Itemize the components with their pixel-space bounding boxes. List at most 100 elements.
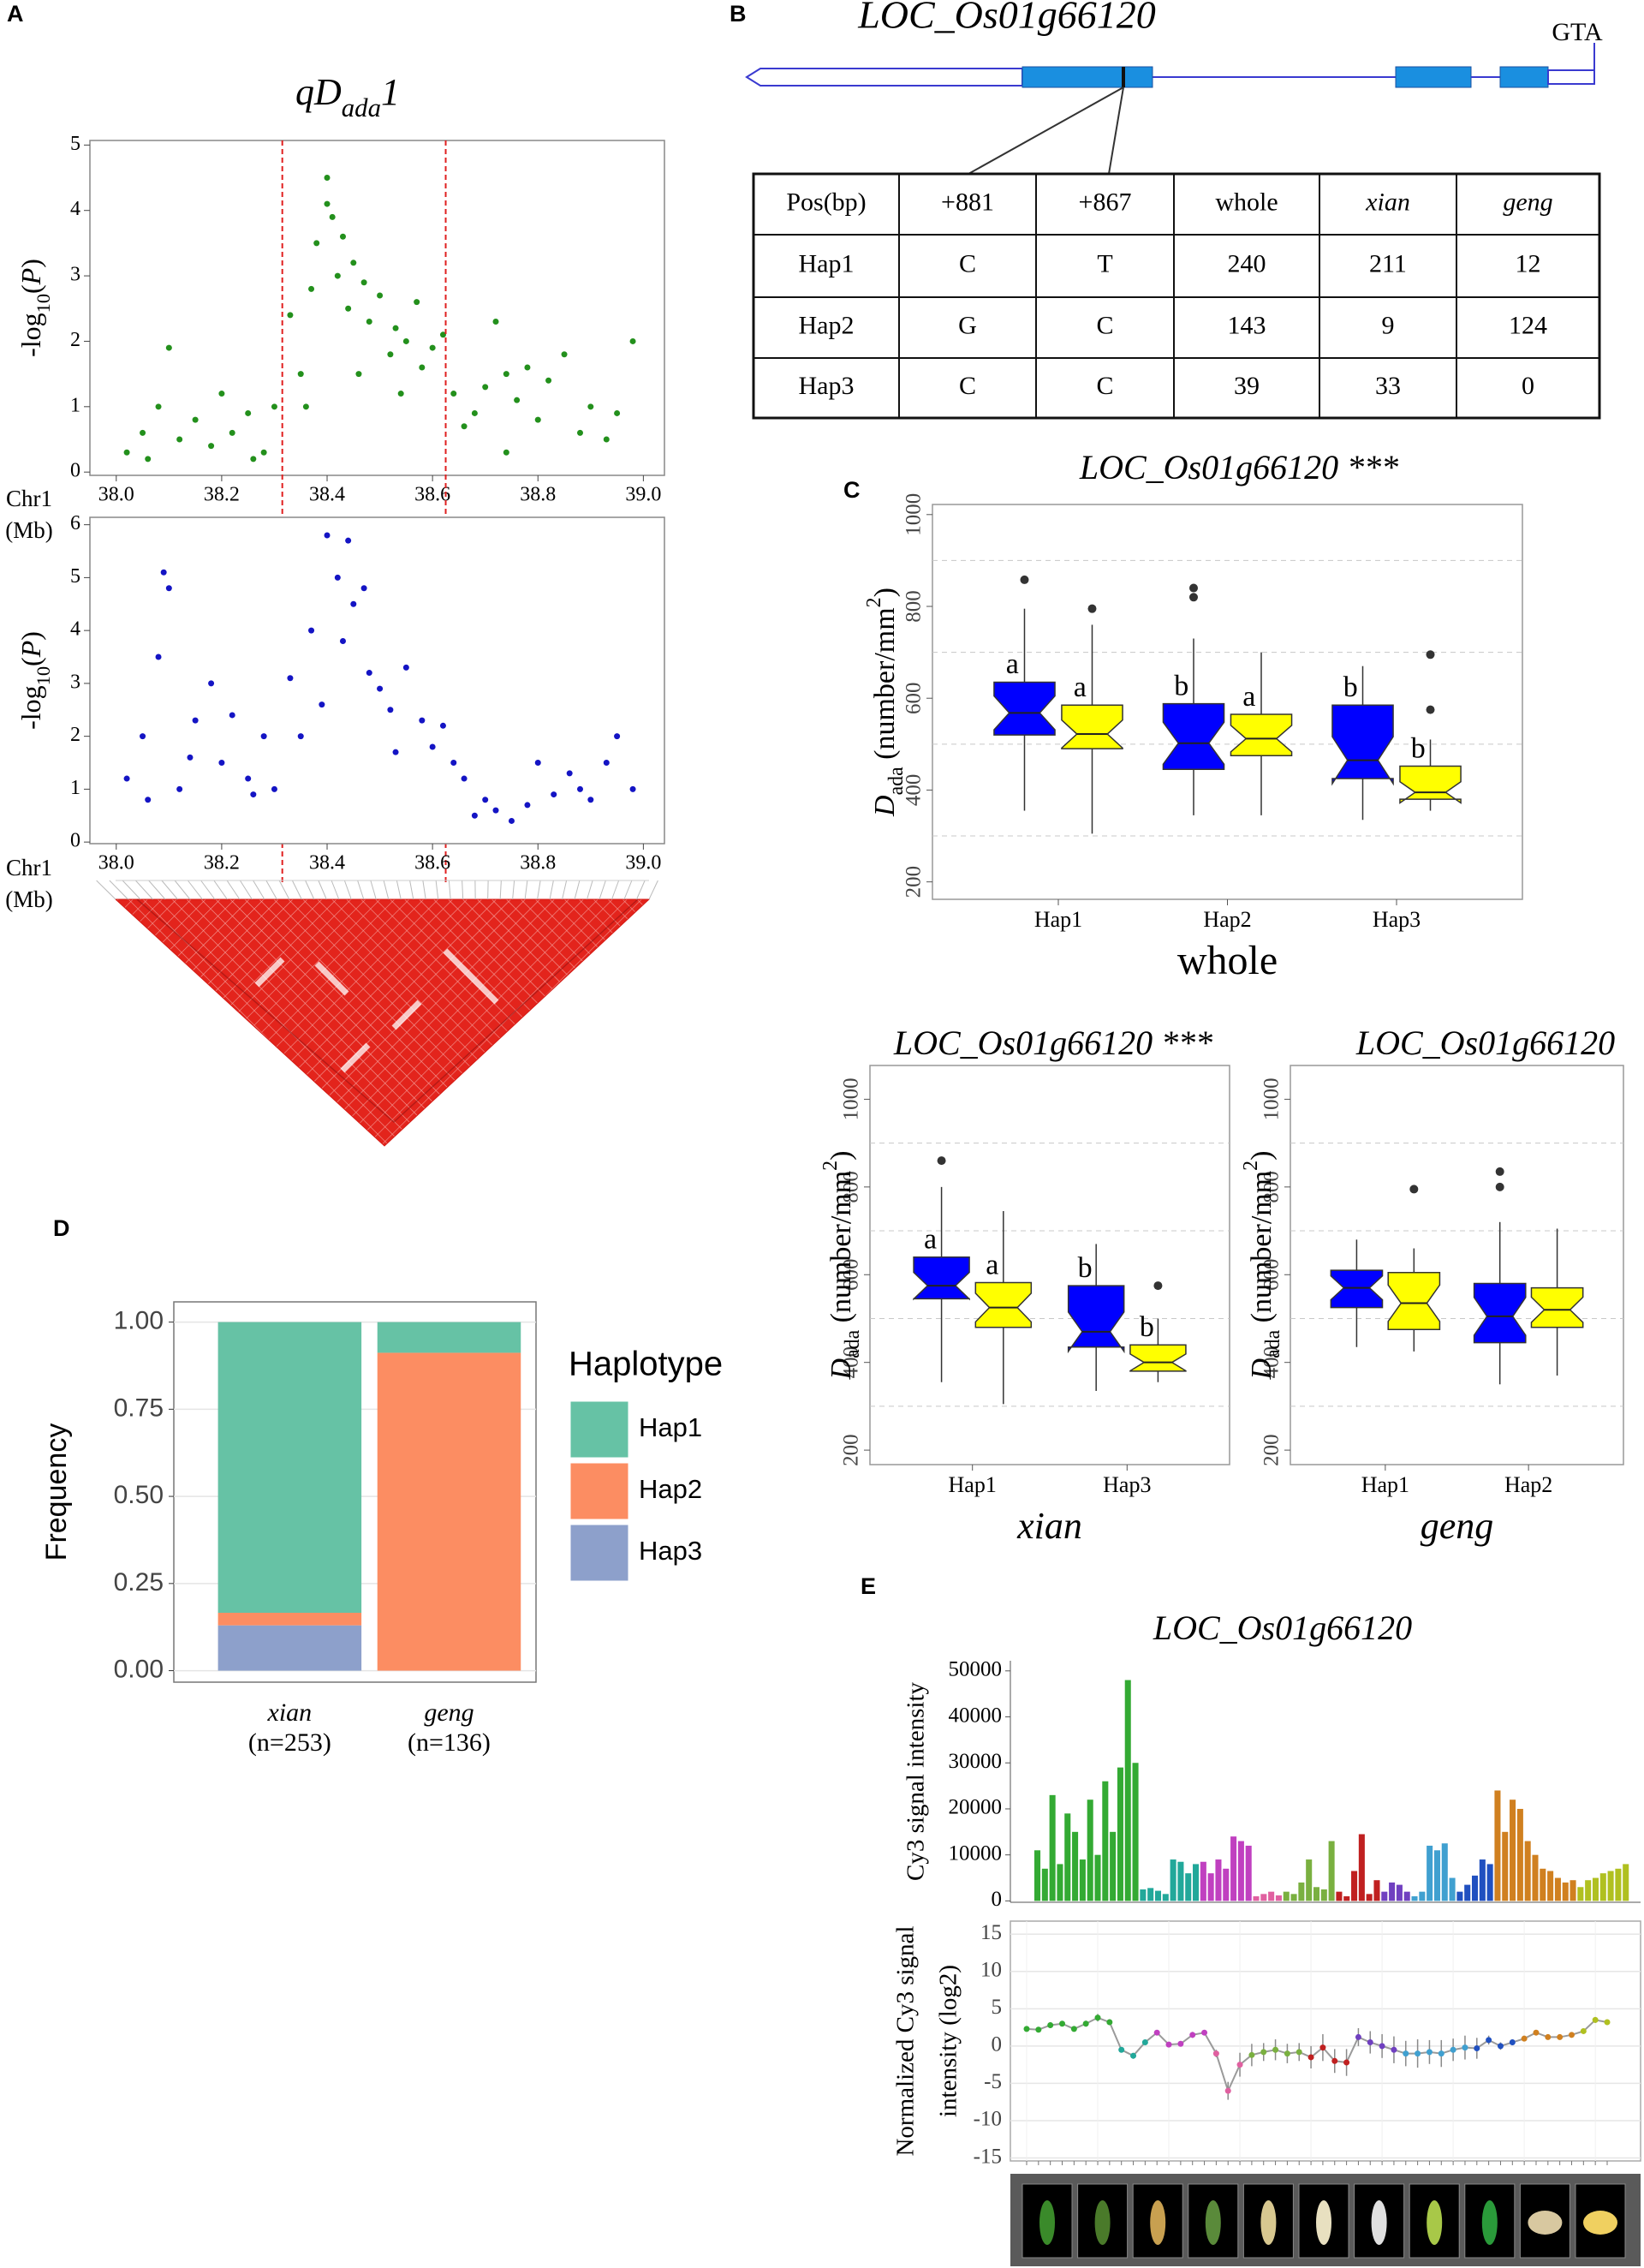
table-cell: 0	[1522, 372, 1534, 400]
outlier	[1087, 604, 1097, 613]
snp-point	[355, 371, 362, 378]
snp-connector	[370, 880, 377, 900]
y-axis-label: -log10(P)	[15, 631, 53, 730]
snp-point	[392, 749, 399, 755]
x-tick-label: Hap1	[1361, 1472, 1409, 1497]
point	[1153, 2029, 1160, 2036]
table-cell: 211	[1369, 249, 1407, 278]
y-tick-label: 600	[840, 1259, 863, 1292]
plot-frame	[89, 516, 665, 845]
snp-point	[329, 213, 336, 220]
snp-point	[324, 175, 331, 182]
gene-model: LOC_Os01g66120 GTA	[745, 0, 1603, 175]
table-cell: Hap3	[799, 372, 855, 400]
legend-key	[569, 1524, 629, 1582]
snp-connector	[305, 880, 315, 900]
snp-point	[587, 403, 594, 410]
snp-connector	[562, 880, 568, 900]
snp-connector	[109, 880, 128, 900]
bar	[1245, 1845, 1252, 1901]
snp-point	[287, 312, 294, 319]
y-axis-label-part: )	[15, 631, 46, 641]
ld-heatmap	[114, 898, 651, 1147]
y-axis-label-part: ada	[885, 767, 908, 795]
ld-outline	[136, 898, 639, 1124]
connector	[968, 87, 1124, 175]
significance-letter: a	[1074, 671, 1087, 703]
y-axis-label-part: D	[869, 795, 901, 817]
box	[1473, 1282, 1527, 1344]
snp-point	[345, 305, 352, 312]
snp-connector	[422, 880, 426, 900]
point	[1047, 2021, 1054, 2028]
significance-letter: a	[1006, 648, 1019, 680]
connector	[1108, 87, 1124, 175]
legend-key	[569, 1462, 629, 1520]
snp-point	[218, 391, 225, 397]
y-tick-label: 1.00	[114, 1307, 164, 1335]
bar	[1200, 1861, 1206, 1901]
y-tick-label: 3	[70, 264, 80, 286]
box	[1331, 704, 1394, 786]
table-cell: 124	[1509, 311, 1547, 339]
tissue-shape	[1528, 2211, 1563, 2235]
outlier	[1495, 1167, 1504, 1176]
snp-connector	[213, 880, 228, 900]
point	[1497, 2043, 1504, 2050]
point	[1189, 2032, 1196, 2038]
snp-point	[308, 285, 315, 292]
y-axis-label-part: P	[15, 268, 46, 286]
bar	[1072, 1831, 1079, 1901]
snp-point	[492, 319, 499, 325]
y-tick-label: 4	[70, 618, 80, 641]
y-tick-label: 0.00	[114, 1655, 164, 1683]
bar	[1313, 1887, 1320, 1901]
box	[974, 1281, 1033, 1328]
snp-connector	[122, 880, 141, 900]
snp-connector	[648, 880, 658, 900]
snp-connector	[278, 880, 290, 900]
snp-connector	[383, 880, 390, 900]
ld-block	[460, 965, 499, 1005]
snp-connector	[409, 880, 414, 900]
point	[1177, 2040, 1184, 2047]
y-tick-label: 3	[70, 671, 80, 693]
snp-point	[360, 279, 367, 286]
y-axis-label-part: 2	[1240, 1161, 1262, 1171]
point	[1118, 2046, 1125, 2053]
point	[1248, 2051, 1255, 2058]
snp-point	[397, 391, 404, 397]
bar	[1358, 1834, 1365, 1901]
snp-point	[297, 371, 304, 378]
snp-point	[377, 292, 384, 299]
bar	[1079, 1859, 1086, 1901]
point	[1260, 2049, 1267, 2056]
snp-connector	[253, 880, 265, 900]
y-axis-label-part: ada	[1262, 1329, 1284, 1358]
table-cell: T	[1097, 249, 1112, 278]
point	[1319, 2044, 1326, 2051]
box	[1067, 1285, 1125, 1354]
y-tick-label: 400	[1260, 1346, 1284, 1379]
point	[1391, 2046, 1397, 2053]
snp-connector	[318, 880, 327, 900]
y-tick-label: 15	[980, 1921, 1002, 1944]
bar	[1502, 1831, 1509, 1901]
bar	[1064, 1813, 1071, 1901]
bar	[1117, 1767, 1123, 1901]
bar	[1381, 1891, 1388, 1901]
bar	[1140, 1889, 1147, 1901]
snp-point	[339, 233, 346, 240]
y-axis-label-part: P	[15, 641, 46, 659]
snp-point	[123, 449, 130, 456]
bar-segment	[217, 1613, 362, 1626]
y-tick-label: 1000	[840, 1077, 863, 1120]
y-tick-label: 1000	[1260, 1077, 1284, 1120]
y-tick-label: 1	[70, 394, 80, 416]
snp-connector	[96, 880, 116, 900]
bar	[1471, 1875, 1479, 1901]
snp-connector	[587, 880, 593, 900]
y-tick-label: 0	[992, 2033, 1003, 2056]
snp-connector	[512, 880, 515, 900]
snp-point	[324, 200, 331, 207]
